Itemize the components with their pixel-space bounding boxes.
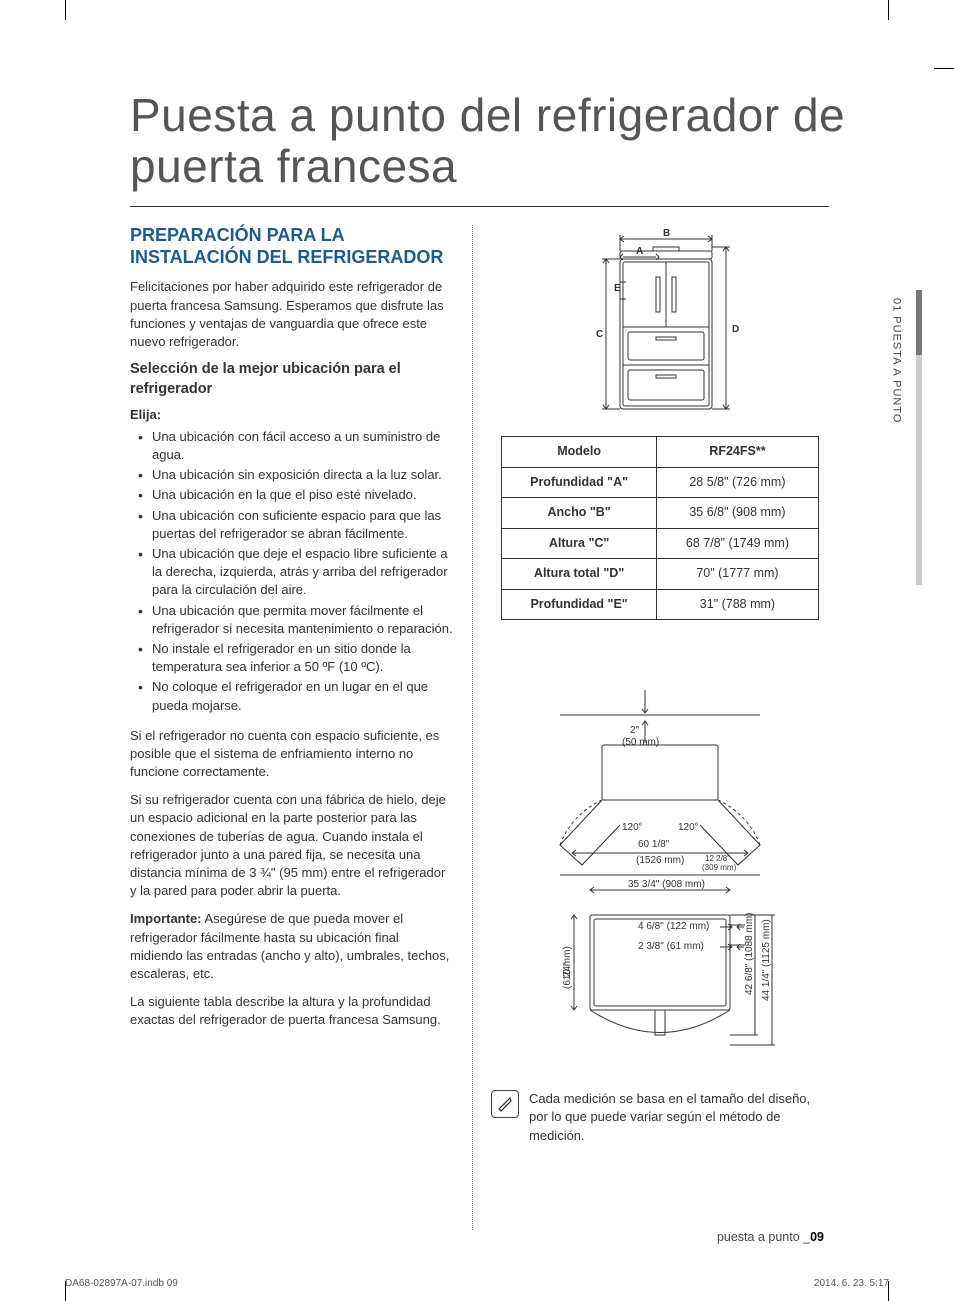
table-header: Modelo [502,437,657,468]
clearance-diagram: 2" (50 mm) 120° 120° 60 1/8" (1526 mm) 1… [530,675,790,1065]
important-label: Importante: [130,911,202,926]
svg-text:44 1/4" (1125 mm): 44 1/4" (1125 mm) [761,919,772,1001]
footer-file: DA68-02897A-07.indb 09 [65,1277,178,1291]
footer-meta: DA68-02897A-07.indb 09 2014. 6. 23. 5:17 [65,1277,889,1291]
list-item: No coloque el refrigerador en un lugar e… [130,678,454,714]
bullet-list: Una ubicación con fácil acceso a un sumi… [130,428,454,715]
list-item: Una ubicación con fácil acceso a un sumi… [130,428,454,464]
dimension-diagram-1: A B C D [548,227,773,422]
svg-text:(610 mm): (610 mm) [562,946,573,989]
table-row: Profundidad "E"31" (788 mm) [502,589,819,620]
note-icon [491,1090,519,1118]
section-tab: 01 PUESTA A PUNTO [886,290,922,585]
list-item: Una ubicación que permita mover fácilmen… [130,602,454,638]
fig-label-e: E [614,283,621,294]
paragraph: Si su refrigerador cuenta con una fábric… [130,791,454,900]
svg-text:12 2/8": 12 2/8" [705,854,730,863]
svg-text:(309 mm): (309 mm) [702,863,737,872]
left-column: PREPARACIÓN PARA LA INSTALACIÓN DEL REFR… [130,225,472,1230]
heading-h4: Elija: [130,406,454,424]
svg-text:35 3/4" (908 mm): 35 3/4" (908 mm) [628,879,705,890]
table-row: Altura total "D"70" (1777 mm) [502,559,819,590]
svg-text:(1526 mm): (1526 mm) [636,855,684,866]
fig-label-a: A [636,246,643,257]
table-row: Profundidad "A"28 5/8" (726 mm) [502,467,819,498]
page-number: puesta a punto _09 [717,1229,824,1247]
list-item: Una ubicación en la que el piso esté niv… [130,486,454,504]
footer-date: 2014. 6. 23. 5:17 [814,1277,889,1291]
fig-label-d: D [732,324,739,335]
table-row: Altura "C"68 7/8" (1749 mm) [502,528,819,559]
note-block: Cada medición se basa en el tamaño del d… [491,1090,829,1145]
heading-h3: Selección de la mejor ubicación para el … [130,359,454,400]
list-item: Una ubicación sin exposición directa a l… [130,466,454,484]
right-column: A B C D [473,225,829,1230]
list-item: No instale el refrigerador en un sitio d… [130,640,454,676]
fig-label-c: C [596,329,603,340]
list-item: Una ubicación con suficiente espacio par… [130,507,454,543]
table-header: RF24FS** [657,437,819,468]
table-row: Modelo RF24FS** [502,437,819,468]
svg-text:120°: 120° [678,822,699,833]
dimensions-table: Modelo RF24FS** Profundidad "A"28 5/8" (… [501,436,819,620]
page-title: Puesta a punto del refrigerador de puert… [130,90,894,191]
svg-text:120°: 120° [622,822,643,833]
svg-text:2 3/8" (61 mm): 2 3/8" (61 mm) [638,941,704,952]
svg-text:2": 2" [630,725,640,736]
paragraph: La siguiente tabla describe la altura y … [130,993,454,1029]
paragraph: Si el refrigerador no cuenta con espacio… [130,727,454,782]
heading-h2: PREPARACIÓN PARA LA INSTALACIÓN DEL REFR… [130,225,454,268]
important-note: Importante: Asegúrese de que pueda mover… [130,910,454,983]
fig-label-b: B [663,228,670,239]
section-tab-label: 01 PUESTA A PUNTO [888,298,903,423]
table-row: Ancho "B"35 6/8" (908 mm) [502,498,819,529]
svg-text:42 6/8" (1088 mm): 42 6/8" (1088 mm) [744,913,755,995]
svg-text:(50 mm): (50 mm) [622,737,659,748]
note-text: Cada medición se basa en el tamaño del d… [529,1090,829,1145]
intro-text: Felicitaciones por haber adquirido este … [130,278,454,351]
svg-text:60 1/8": 60 1/8" [638,839,670,850]
list-item: Una ubicación que deje el espacio libre … [130,545,454,600]
svg-text:4 6/8" (122 mm): 4 6/8" (122 mm) [638,921,709,932]
